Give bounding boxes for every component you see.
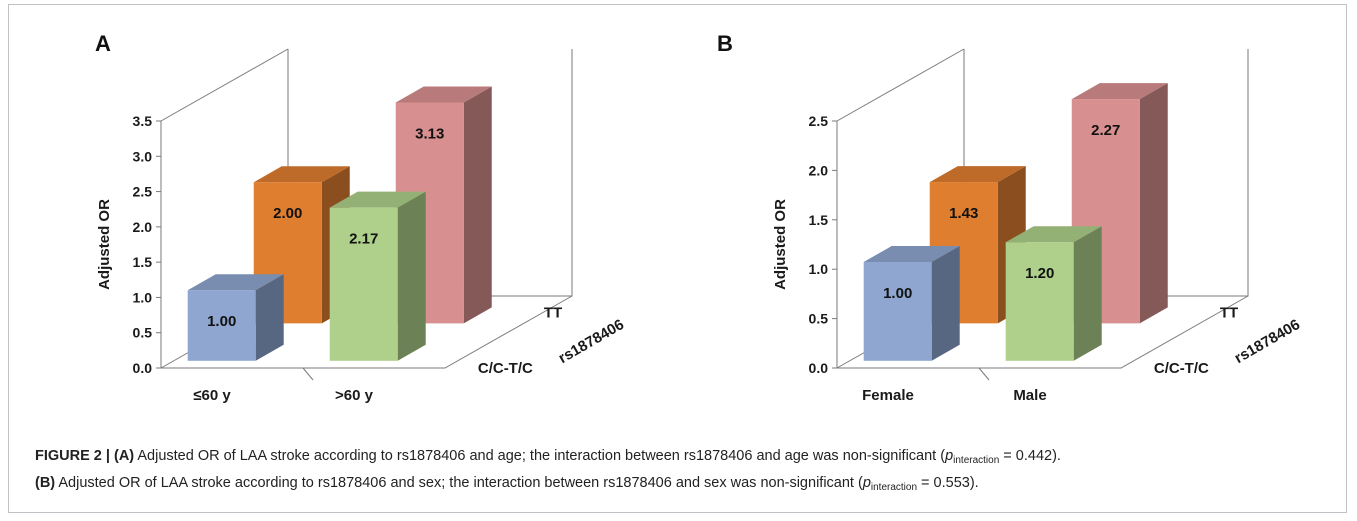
caption-a-value: = 0.442). xyxy=(999,448,1061,464)
y-tick-label: 3.0 xyxy=(133,148,153,164)
y-tick-label: 1.0 xyxy=(809,261,829,277)
bar-Female-CCTC: 1.00 xyxy=(863,246,960,361)
figure-caption: FIGURE 2 | (A) Adjusted OR of LAA stroke… xyxy=(35,445,1345,499)
bar-side-face xyxy=(1073,226,1102,361)
bar-value-label: 2.17 xyxy=(349,231,378,248)
category-label: Male xyxy=(1013,387,1046,404)
bar-60y-CCTC: 2.17 xyxy=(329,191,426,361)
depth-axis-label: rs1878406 xyxy=(556,316,627,367)
top-left-edge xyxy=(836,48,965,122)
depth-label: TT xyxy=(1220,305,1238,322)
y-tick-label: 2.5 xyxy=(809,113,829,129)
caption-line-a: FIGURE 2 | (A) Adjusted OR of LAA stroke… xyxy=(35,445,1345,472)
y-tick-label: 0.5 xyxy=(133,325,153,341)
depth-axis-label: rs1878406 xyxy=(1232,316,1303,367)
bar-top-face xyxy=(863,246,960,262)
y-tick-label: 2.0 xyxy=(809,162,829,178)
category-divider xyxy=(302,367,314,381)
y-tick-label: 1.0 xyxy=(133,289,153,305)
bar-top-face xyxy=(395,86,492,103)
caption-a-text: Adjusted OR of LAA stroke according to r… xyxy=(134,448,946,464)
bar-top-face xyxy=(253,166,350,183)
caption-b-sub: interaction xyxy=(870,482,918,493)
bar-front-face xyxy=(863,262,932,361)
depth-label: C/C-T/C xyxy=(478,360,533,377)
bar-value-label: 1.00 xyxy=(883,285,912,302)
caption-a-p: p xyxy=(945,448,954,464)
y-tick-label: 0.0 xyxy=(133,360,153,376)
category-divider xyxy=(978,367,990,381)
bar-60y-CCTC: 1.00 xyxy=(187,274,284,361)
bar-side-face xyxy=(931,246,960,361)
floor-front-edge xyxy=(161,295,573,369)
bar-value-label: 2.27 xyxy=(1091,122,1120,139)
depth-label: C/C-T/C xyxy=(1154,360,1209,377)
y-axis-label: Adjusted OR xyxy=(96,199,113,290)
bar-front-face xyxy=(187,290,256,361)
caption-a-label: (A) xyxy=(114,448,135,464)
y-tick-label: 0.5 xyxy=(809,311,829,327)
bar-side-face xyxy=(1139,83,1168,324)
depth-label: TT xyxy=(544,305,562,322)
panel-label: A xyxy=(95,31,111,56)
panel-label: B xyxy=(717,31,733,56)
category-label: ≤60 y xyxy=(193,387,231,404)
bar-side-face xyxy=(255,274,284,361)
y-axis-label: Adjusted OR xyxy=(772,199,789,290)
caption-b-value: = 0.553). xyxy=(917,475,979,491)
y-tick-label: 0.0 xyxy=(809,360,829,376)
y-tick-label: 2.0 xyxy=(133,219,153,235)
bar-front-face xyxy=(329,207,398,361)
caption-line-b: (B) Adjusted OR of LAA stroke according … xyxy=(35,472,1345,499)
figure-label: FIGURE 2 | xyxy=(35,448,110,464)
y-tick-label: 1.5 xyxy=(809,212,829,228)
bar-top-face xyxy=(329,191,426,208)
chart-panel-b: 0.0 0.5 1.0 1.5 2.0 2.5 Adjusted OR B Female Male… xyxy=(717,31,1303,404)
category-label: >60 y xyxy=(335,387,374,404)
bar-value-label: 1.43 xyxy=(949,205,978,222)
bar-top-face xyxy=(1005,226,1102,243)
y-tick-label: 1.5 xyxy=(133,254,153,270)
chart-panel-a: 0.0 0.5 1.0 1.5 2.0 2.5 3.0 3.5 Adjusted OR A ≤60 … xyxy=(95,31,627,404)
caption-b-label: (B) xyxy=(35,475,56,491)
bar-value-label: 3.13 xyxy=(415,125,444,142)
bar-Male-CCTC: 1.20 xyxy=(1005,226,1102,361)
y-tick-label: 3.5 xyxy=(133,113,153,129)
bar-top-face xyxy=(1071,83,1168,100)
bar-front-face xyxy=(1005,242,1074,361)
bar-side-face xyxy=(397,191,426,361)
bar-top-face xyxy=(929,166,1026,183)
caption-a-sub: interaction xyxy=(953,455,1000,466)
figure-frame: 0.0 0.5 1.0 1.5 2.0 2.5 3.0 3.5 Adjusted OR A ≤60 … xyxy=(8,4,1347,513)
bar-top-face xyxy=(187,274,284,291)
floor-front-edge xyxy=(837,295,1249,369)
caption-b-text: Adjusted OR of LAA stroke according to r… xyxy=(55,475,863,491)
y-tick-label: 2.5 xyxy=(133,184,153,200)
caption-b-p: p xyxy=(862,475,871,491)
bar-value-label: 2.00 xyxy=(273,205,302,222)
bar-value-label: 1.00 xyxy=(207,313,236,330)
bar-value-label: 1.20 xyxy=(1025,265,1054,282)
bar-side-face xyxy=(463,86,492,324)
category-label: Female xyxy=(862,387,914,404)
top-left-edge xyxy=(160,48,289,122)
